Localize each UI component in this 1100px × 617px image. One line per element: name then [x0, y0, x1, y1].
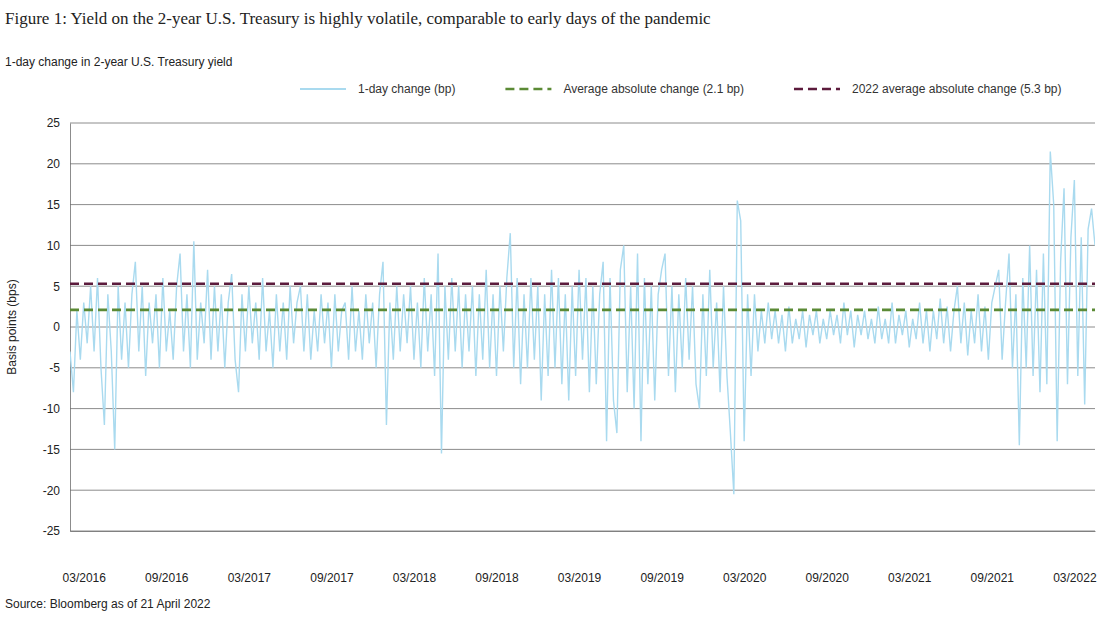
grid-line — [70, 123, 1095, 124]
legend-label: 2022 average absolute change (5.3 bp) — [852, 82, 1062, 96]
y-tick: -25 — [43, 524, 70, 538]
x-tick-label: 03/2016 — [63, 571, 107, 585]
legend-item: 1-day change (bp) — [300, 82, 455, 96]
x-tick: 09/2018 — [475, 531, 519, 585]
x-tick-label: 03/2018 — [393, 571, 437, 585]
legend-label: Average absolute change (2.1 bp) — [563, 82, 744, 96]
grid-line — [70, 327, 1095, 328]
y-tick: 5 — [53, 280, 70, 294]
x-tick-label: 09/2021 — [971, 571, 1015, 585]
y-tick: 20 — [47, 157, 70, 171]
x-tick-label: 09/2018 — [475, 571, 519, 585]
x-tick-label: 03/2022 — [1053, 571, 1097, 585]
y-tick: 0 — [53, 320, 70, 334]
y-tick-label: 25 — [47, 116, 61, 130]
y-tick: -20 — [43, 484, 70, 498]
x-tick: 03/2017 — [228, 531, 272, 585]
y-tick-label: 20 — [47, 157, 61, 171]
legend: 1-day change (bp) Average absolute change… — [300, 82, 1061, 96]
y-tick-label: -25 — [43, 524, 61, 538]
chart-container: Figure 1: Yield on the 2-year U.S. Treas… — [0, 0, 1100, 617]
x-tick-label: 09/2016 — [145, 571, 189, 585]
grid-line — [70, 490, 1095, 491]
x-tick: 09/2016 — [145, 531, 189, 585]
x-axis: 03/2016 09/2016 03/2017 09/2017 03/2018 09/20… — [63, 531, 1097, 585]
x-tick: 03/2021 — [888, 531, 932, 585]
reference-line — [70, 309, 1095, 312]
x-tick-label: 03/2021 — [888, 571, 932, 585]
grid-line — [70, 449, 1095, 450]
y-axis-title: Basis points (bps) — [5, 279, 19, 374]
y-tick: -5 — [49, 361, 70, 375]
x-tick-label: 03/2017 — [228, 571, 272, 585]
grid-line — [70, 245, 1095, 246]
grid-line — [70, 408, 1095, 409]
x-tick-label: 09/2019 — [640, 571, 684, 585]
x-tick: 09/2017 — [310, 531, 354, 585]
grid-line — [70, 204, 1095, 205]
y-tick-label: 10 — [47, 239, 61, 253]
x-tick-label: 09/2020 — [806, 571, 850, 585]
legend-item: Average absolute change (2.1 bp) — [505, 82, 744, 96]
subtitle: 1-day change in 2-year U.S. Treasury yie… — [5, 55, 232, 69]
x-tick: 03/2018 — [393, 531, 437, 585]
legend-label: 1-day change (bp) — [358, 82, 455, 96]
x-tick: 03/2016 — [63, 531, 107, 585]
chart-svg: Figure 1: Yield on the 2-year U.S. Treas… — [0, 0, 1100, 617]
series-line — [70, 152, 1095, 495]
grid-line — [70, 367, 1095, 368]
x-tick: 03/2022 — [1053, 531, 1097, 585]
y-tick-label: -20 — [43, 484, 61, 498]
y-tick: 25 — [47, 116, 70, 130]
grid-line — [70, 286, 1095, 287]
grid — [70, 123, 1095, 531]
x-tick-label: 09/2017 — [310, 571, 354, 585]
grid-line — [70, 163, 1095, 164]
x-tick: 09/2019 — [640, 531, 684, 585]
grid-line — [70, 531, 1095, 532]
x-axis-line — [71, 531, 1096, 532]
y-tick-label: -15 — [43, 443, 61, 457]
title: Figure 1: Yield on the 2-year U.S. Treas… — [5, 9, 711, 28]
y-tick: 10 — [47, 239, 70, 253]
y-tick-label: -5 — [49, 361, 60, 375]
y-axis-line — [70, 124, 71, 532]
y-tick-label: 0 — [53, 320, 60, 334]
legend-swatch — [300, 88, 346, 90]
y-axis: -25 -20 -15 -10 -5 0 5 10 15 20 25 — [43, 116, 71, 538]
reference-line — [70, 282, 1095, 285]
y-tick-label: -10 — [43, 402, 61, 416]
plot-area — [70, 152, 1095, 495]
y-tick: 15 — [47, 198, 70, 212]
legend-swatch — [505, 88, 551, 91]
x-tick: 03/2019 — [558, 531, 602, 585]
legend-swatch — [794, 88, 840, 91]
source: Source: Bloomberg as of 21 April 2022 — [5, 597, 211, 611]
x-tick-label: 03/2019 — [558, 571, 602, 585]
x-tick: 03/2020 — [723, 531, 767, 585]
y-tick: -15 — [43, 443, 70, 457]
y-tick: -10 — [43, 402, 70, 416]
legend-item: 2022 average absolute change (5.3 bp) — [794, 82, 1062, 96]
x-tick: 09/2021 — [971, 531, 1015, 585]
x-tick: 09/2020 — [806, 531, 850, 585]
x-tick-label: 03/2020 — [723, 571, 767, 585]
y-tick-label: 5 — [53, 280, 60, 294]
y-tick-label: 15 — [47, 198, 61, 212]
